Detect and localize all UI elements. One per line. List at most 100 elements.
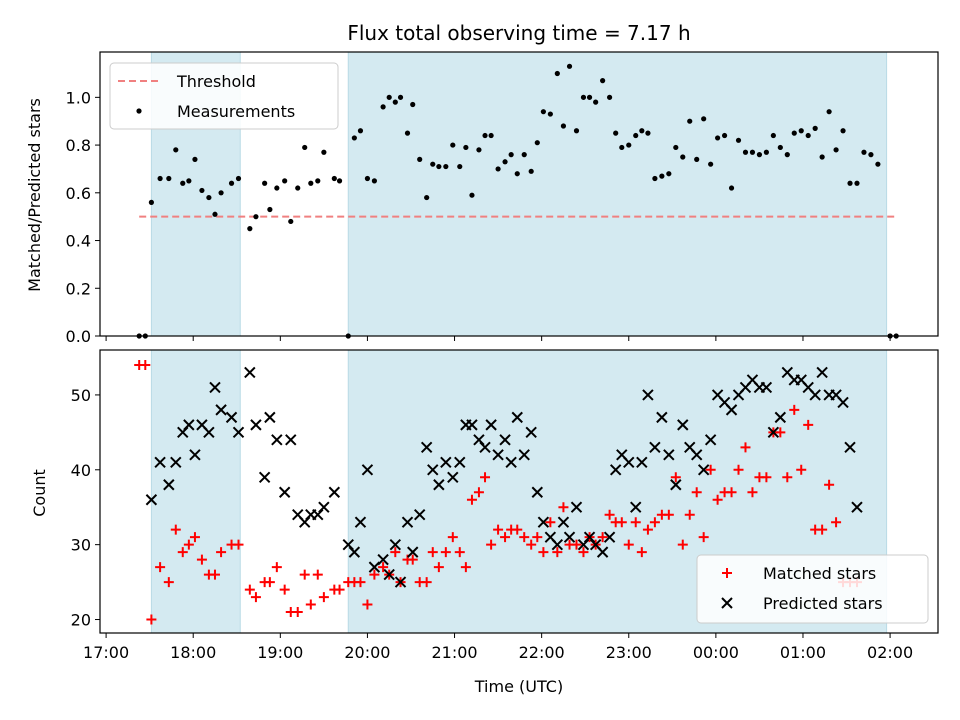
- data-point: [457, 163, 463, 170]
- bottom-x-tick-label: 17:00: [83, 643, 129, 662]
- data-point: [170, 456, 182, 469]
- data-point: [847, 180, 853, 186]
- legend-measurements-label: Measurements: [177, 102, 295, 121]
- data-point: [420, 441, 433, 454]
- data-point: [466, 494, 477, 505]
- data-point: [473, 487, 484, 498]
- data-point: [209, 381, 221, 394]
- top-series-measurements: [136, 63, 899, 339]
- data-point: [192, 156, 198, 162]
- data-point: [851, 501, 863, 513]
- data-point: [196, 554, 207, 565]
- top-y-tick-label: 0.4: [66, 232, 91, 251]
- bottom-frame: [99, 349, 939, 634]
- data-point: [597, 532, 608, 543]
- data-point: [315, 178, 321, 184]
- data-point: [157, 175, 163, 182]
- bottom-panel: 20 30 40 50 17:00 18:00 19:00 20:00 21:00 22:00 23…: [71, 349, 939, 662]
- data-point: [623, 539, 634, 550]
- data-point: [573, 128, 580, 134]
- data-point: [433, 479, 445, 491]
- data-point: [875, 161, 881, 167]
- data-point: [299, 569, 310, 580]
- data-point: [649, 441, 661, 454]
- data-point: [480, 472, 491, 483]
- data-point: [493, 524, 504, 535]
- data-point: [508, 152, 514, 158]
- data-point: [389, 538, 402, 551]
- data-point: [430, 161, 436, 167]
- data-point: [534, 140, 540, 146]
- data-point: [244, 366, 256, 379]
- data-point: [146, 614, 157, 625]
- data-point: [180, 180, 186, 186]
- data-point: [292, 607, 303, 618]
- data-point: [514, 171, 520, 177]
- data-point: [570, 501, 583, 513]
- data-point: [826, 109, 832, 115]
- data-point: [410, 101, 416, 108]
- data-point: [525, 426, 537, 439]
- data-point: [698, 532, 709, 543]
- data-point: [186, 178, 192, 184]
- data-point: [274, 185, 280, 191]
- data-point: [271, 562, 282, 573]
- data-point: [264, 411, 276, 424]
- data-point: [512, 524, 523, 535]
- data-point: [560, 123, 567, 129]
- data-point: [557, 516, 570, 528]
- data-point: [677, 539, 688, 550]
- data-point: [663, 509, 674, 520]
- data-point: [639, 128, 645, 134]
- data-point: [318, 592, 329, 603]
- data-point: [488, 132, 494, 139]
- data-point: [652, 175, 658, 182]
- data-point: [447, 532, 458, 543]
- data-point: [247, 226, 253, 232]
- data-point: [354, 516, 367, 528]
- data-point: [302, 144, 308, 151]
- data-point: [267, 206, 273, 213]
- data-point: [502, 159, 508, 165]
- data-point: [278, 486, 291, 498]
- legend-matched-swatch: [722, 568, 732, 578]
- data-point: [728, 185, 735, 191]
- data-point: [712, 494, 723, 505]
- data-point: [545, 517, 556, 528]
- data-point: [805, 132, 811, 139]
- data-point: [492, 449, 504, 461]
- top-legend: Threshold Measurements: [109, 62, 339, 130]
- data-point: [436, 163, 442, 170]
- data-point: [817, 524, 828, 535]
- data-point: [740, 442, 751, 453]
- data-point: [305, 599, 316, 610]
- data-point: [538, 547, 549, 558]
- data-point: [308, 180, 314, 186]
- bottom-y-tick-label: 30: [71, 536, 91, 555]
- data-point: [816, 366, 828, 379]
- data-point: [690, 449, 703, 461]
- legend-box: [696, 554, 929, 624]
- data-point: [715, 135, 721, 141]
- data-point: [774, 411, 787, 424]
- data-point: [812, 125, 818, 131]
- data-point: [616, 517, 627, 528]
- bottom-shaded-interval: [150, 349, 241, 634]
- data-point: [331, 175, 337, 182]
- data-point: [537, 516, 550, 528]
- top-y-tick-label: 0.0: [66, 327, 91, 346]
- data-point: [288, 218, 294, 225]
- legend-predicted-label: Predicted stars: [763, 594, 883, 613]
- data-point: [250, 419, 262, 431]
- bottom-x-tick-label: 20:00: [344, 643, 390, 662]
- data-point: [499, 434, 511, 446]
- data-point: [532, 532, 543, 543]
- data-point: [479, 441, 491, 454]
- data-point: [235, 175, 242, 182]
- data-point: [603, 531, 616, 543]
- data-point: [407, 554, 418, 565]
- data-point: [551, 538, 564, 551]
- bottom-series-predicted-stars: [145, 366, 863, 588]
- data-point: [636, 456, 648, 469]
- data-point: [837, 396, 849, 409]
